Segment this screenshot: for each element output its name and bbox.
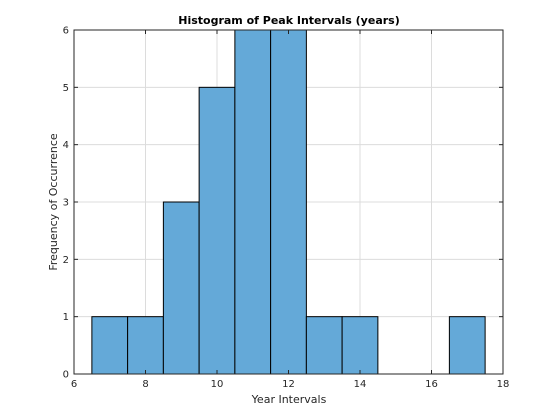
y-tick-label: 4 (63, 140, 69, 151)
y-tick-label: 6 (63, 26, 69, 37)
histogram-bar (198, 86, 236, 375)
y-axis-ticks: 0 1 2 3 4 5 6 (63, 26, 503, 381)
y-axis-label: Frequency of Occurrence (47, 133, 60, 271)
x-tick-label: 8 (142, 379, 148, 390)
histogram-bar (448, 316, 486, 375)
histogram-bar (127, 316, 164, 375)
y-tick-label: 3 (63, 198, 69, 209)
histogram-bar (91, 316, 129, 375)
y-tick-label: 1 (63, 312, 69, 323)
x-tick-label: 6 (71, 379, 77, 390)
x-axis-ticks: 6 8 10 12 14 16 18 (71, 30, 510, 390)
histogram-bars (91, 29, 486, 375)
y-tick-label: 2 (63, 255, 69, 266)
x-axis-label: Year Intervals (251, 393, 327, 406)
x-tick-label: 10 (211, 379, 224, 390)
histogram-bar (305, 316, 343, 375)
x-tick-label: 18 (497, 379, 510, 390)
x-tick-label: 14 (354, 379, 367, 390)
x-tick-label: 12 (282, 379, 295, 390)
y-tick-label: 0 (63, 370, 69, 381)
chart-title: Histogram of Peak Intervals (years) (178, 14, 400, 27)
histogram-bar (270, 29, 307, 375)
x-tick-label: 16 (425, 379, 438, 390)
histogram-bar (162, 201, 200, 375)
histogram-bar (341, 316, 379, 375)
histogram-bar (234, 29, 272, 375)
y-tick-label: 5 (63, 83, 69, 94)
